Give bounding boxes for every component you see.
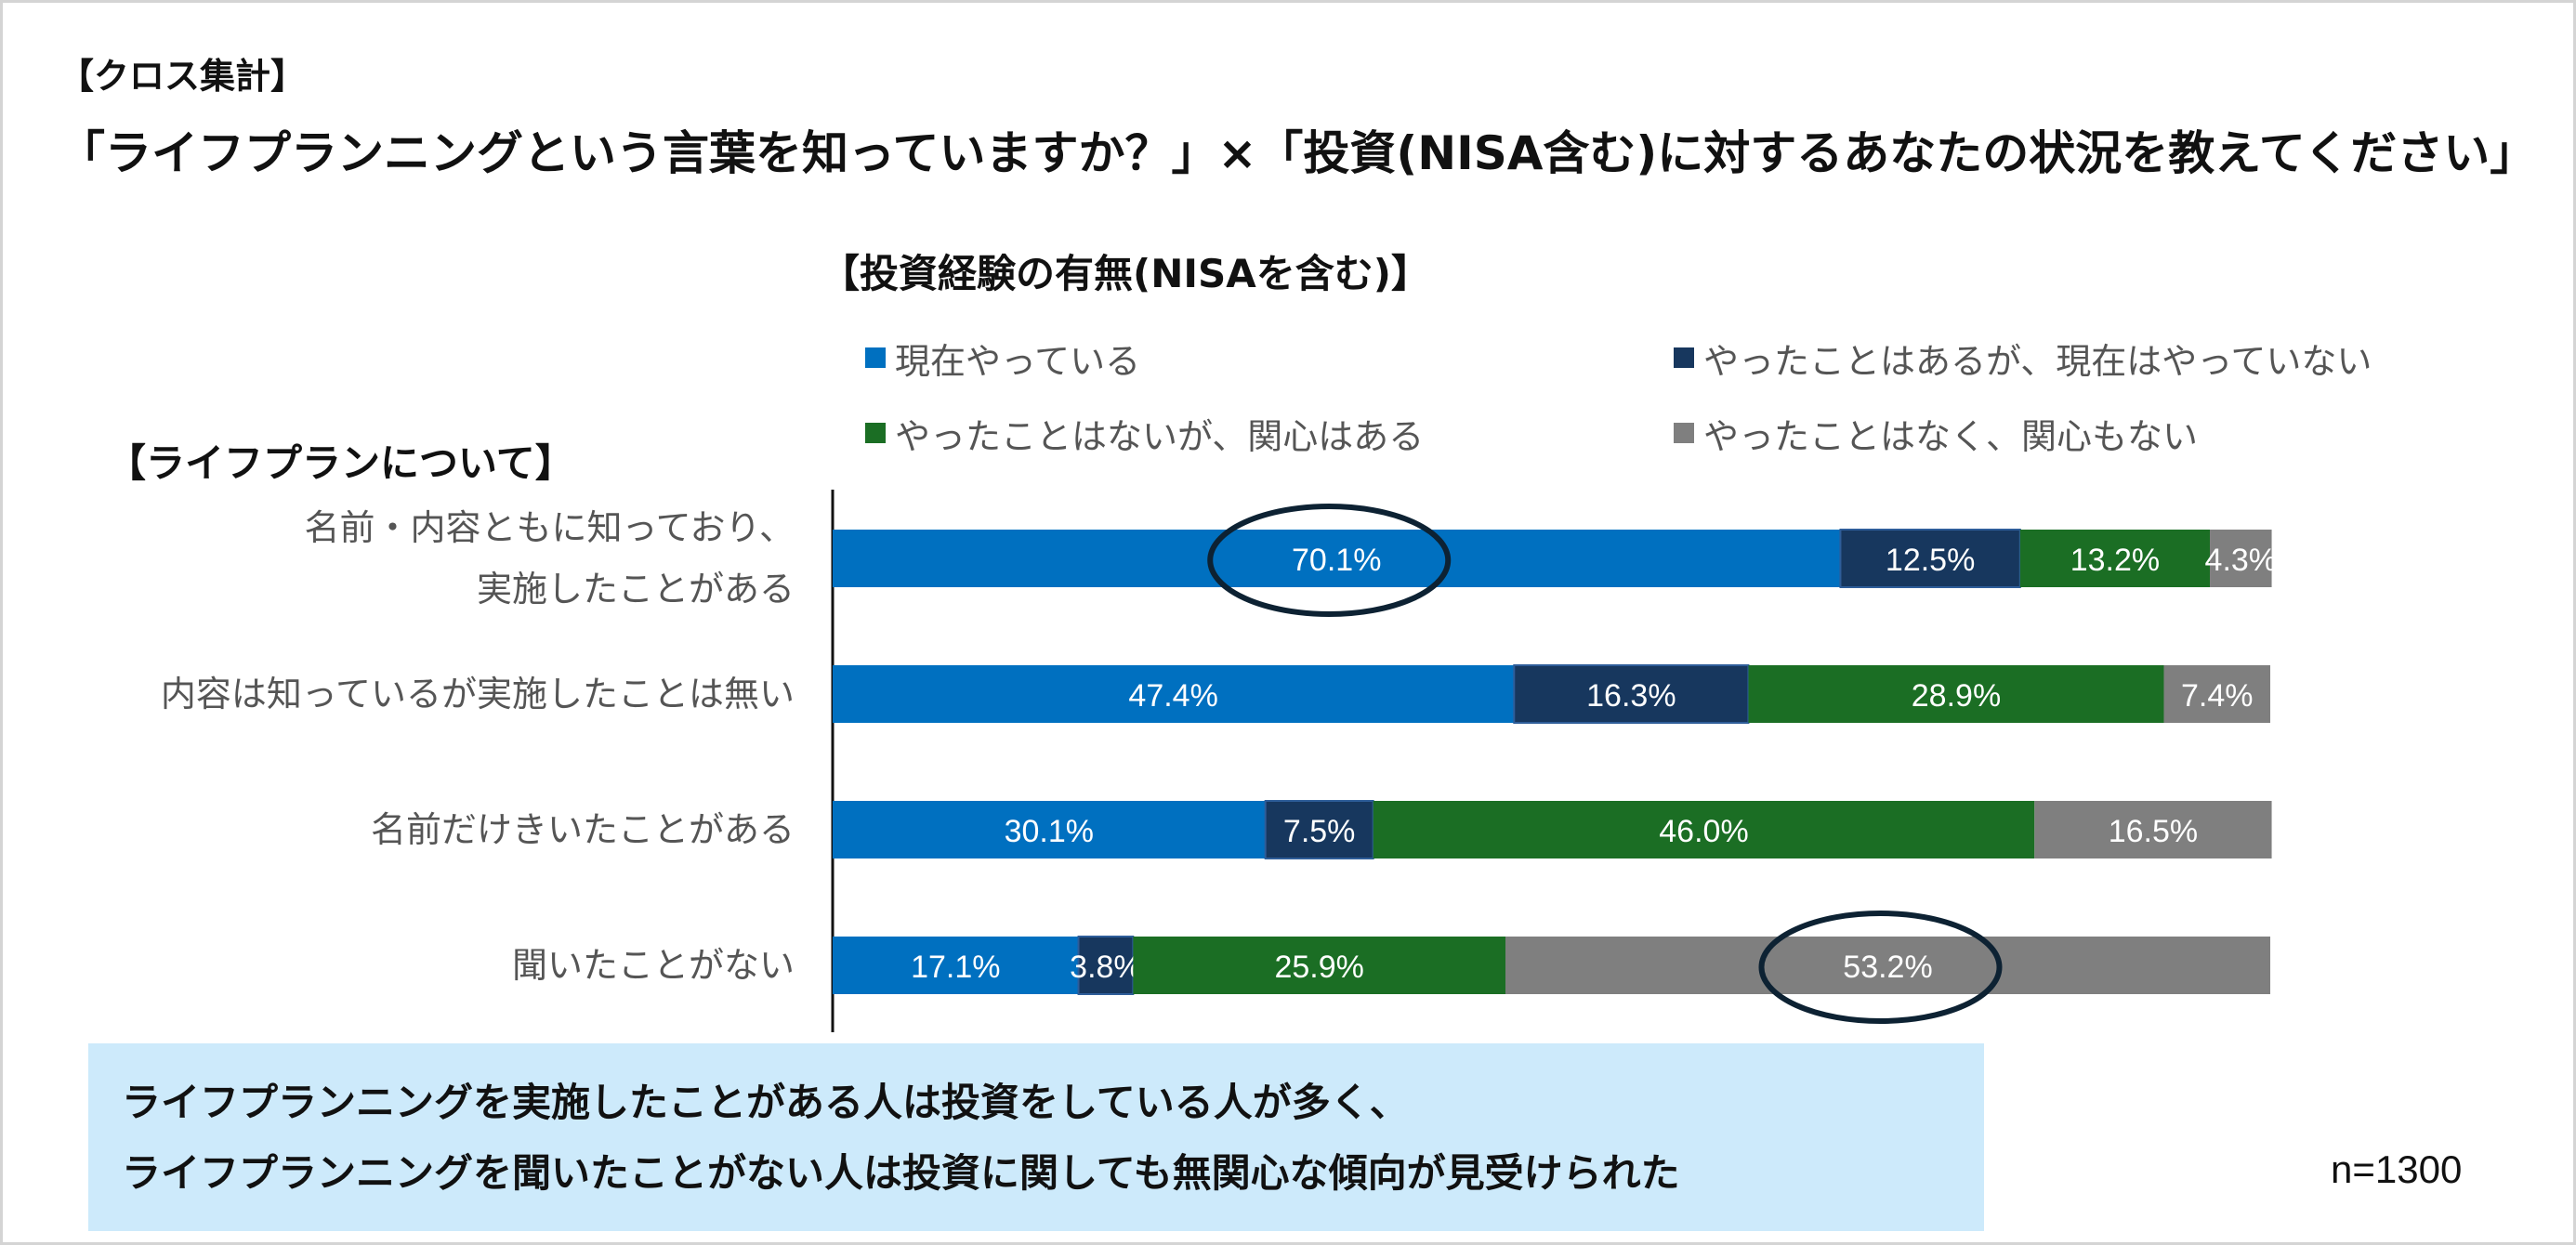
bar-segment (833, 801, 1266, 858)
bar-segment (1839, 529, 2021, 588)
legend-swatch (1674, 347, 1694, 368)
legend-swatch (865, 347, 886, 368)
category-label: 名前だけきいたことがある (371, 809, 795, 850)
sample-size: n=1300 (2331, 1147, 2463, 1191)
legend-label: やったことはないが、関心はある (895, 415, 1425, 457)
data-label: 46.0% (1659, 814, 1748, 849)
chart-title: 【投資経験の有無(NISAを含む)】 (821, 251, 1430, 296)
legend-label: やったことはなく、関心もない (1703, 415, 2199, 457)
data-label: 17.1% (911, 950, 1000, 985)
legend-item: 現在やっている (865, 335, 1140, 382)
data-label: 13.2% (2070, 543, 2160, 578)
legend-swatch (1674, 423, 1694, 443)
bar-segment (1133, 937, 1505, 994)
category-label: 実施したことがある (477, 569, 795, 609)
bar-segment (1373, 801, 2035, 858)
tag-label: 【クロス集計】 (59, 56, 307, 97)
data-label: 16.5% (2109, 814, 2198, 849)
data-label: 12.5% (1886, 543, 1975, 578)
data-label: 70.1% (1292, 543, 1381, 578)
data-label: 53.2% (1843, 950, 1932, 985)
page-title: 「ライフプランニングという言葉を知っていますか？」×「投資(NISA含む)に対す… (59, 126, 2537, 180)
data-label: 47.4% (1128, 678, 1217, 714)
bar-segment (2034, 801, 2272, 858)
highlight-ellipse (1207, 504, 1452, 617)
bar-segment (833, 530, 1841, 587)
conclusion-line-1: ライフプランニングを実施したことがある人は投資をしている人が多く、 (122, 1080, 1409, 1125)
bar-segment (2019, 530, 2211, 587)
conclusion-line-2: ライフプランニングを聞いたことがない人は投資に関しても無関心な傾向が見受けられた (122, 1150, 1680, 1196)
legend-swatch (865, 423, 886, 443)
group-title: 【ライフプランについて】 (107, 440, 574, 486)
data-label: 25.9% (1274, 950, 1363, 985)
bar-segment (1513, 664, 1750, 724)
category-label: 名前・内容ともに知っており、 (305, 507, 795, 548)
data-label: 4.3% (2205, 543, 2278, 578)
bar-segment (2163, 665, 2270, 723)
bar-segment (833, 937, 1079, 994)
legend-item: やったことはあるが、現在はやっていない (1674, 335, 2372, 382)
bar-segment (833, 665, 1515, 723)
data-label: 16.3% (1586, 678, 1676, 714)
bar-segment (1077, 936, 1135, 995)
conclusion-box: ライフプランニングを実施したことがある人は投資をしている人が多く、 ライフプラン… (88, 1043, 1984, 1231)
category-label: 聞いたことがない (512, 945, 795, 986)
data-label: 7.5% (1283, 814, 1356, 849)
legend-label: 現在やっている (895, 340, 1141, 382)
highlight-ellipse (1758, 911, 2003, 1024)
legend-label: やったことはあるが、現在はやっていない (1703, 340, 2372, 382)
bar-segment (1748, 665, 2164, 723)
legend-item: やったことはなく、関心もない (1674, 411, 2198, 457)
legend-item: やったことはないが、関心はある (865, 411, 1424, 457)
data-label: 28.9% (1912, 678, 2001, 714)
bar-segment (2210, 530, 2272, 587)
category-label: 内容は知っているが実施したことは無い (161, 674, 795, 714)
stacked-bar-chart: 名前・内容ともに知っており、実施したことがある 70.1% 12.5% 13.2% 4.… (161, 490, 2278, 1032)
data-label: 7.4% (2181, 678, 2254, 714)
bar-segment (1505, 937, 2270, 994)
data-label: 3.8% (1070, 950, 1142, 985)
data-label: 30.1% (1005, 814, 1094, 849)
